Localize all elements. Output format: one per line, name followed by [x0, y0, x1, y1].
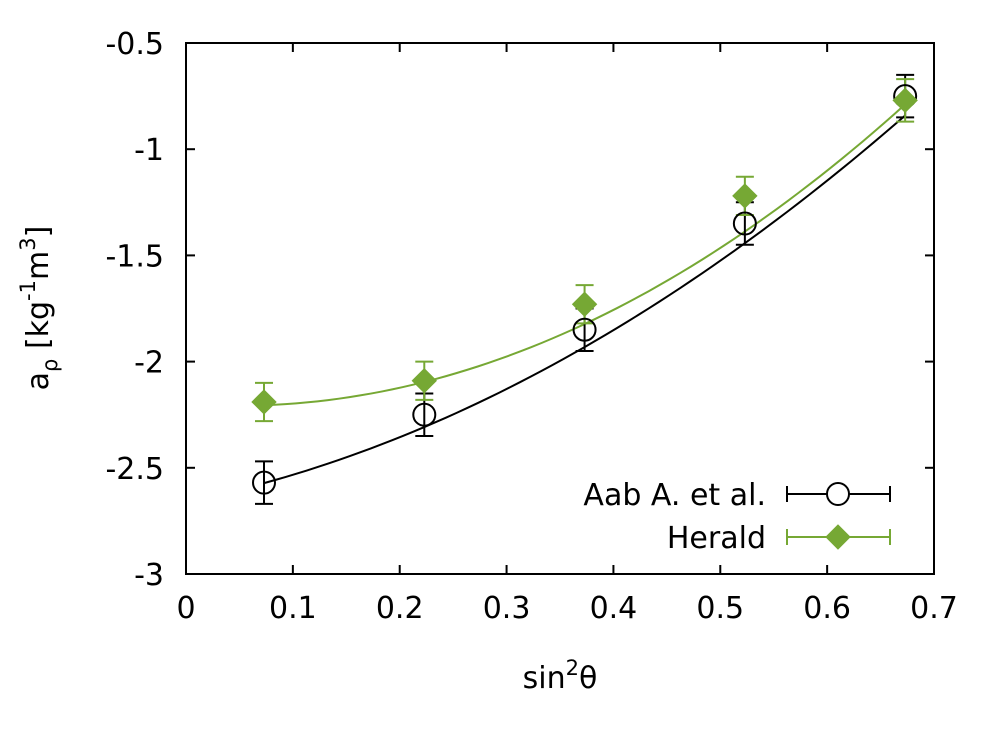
legend-key-herald: [786, 524, 891, 550]
x-tick-label: 0: [176, 591, 195, 626]
x-tick-label: 0.2: [376, 591, 424, 626]
data-point-herald: [571, 291, 598, 317]
data-point-aab-a-et-al: [732, 211, 757, 236]
plot-frame: [185, 42, 935, 575]
axis-ticks: [185, 42, 935, 575]
x-tick-label: 0.1: [269, 591, 317, 626]
y-tick-label: -2: [134, 346, 164, 381]
legend: Aab A. et al. Herald: [583, 478, 891, 556]
y-tick-label: -3: [134, 558, 164, 593]
x-tick-label: 0.4: [590, 591, 638, 626]
x-tick-label: 0.6: [803, 591, 851, 626]
data-point-herald: [732, 183, 758, 209]
x-tick-label: 0.5: [696, 591, 744, 626]
legend-key-aab: [786, 482, 891, 506]
data-point-aab-a-et-al: [572, 317, 597, 342]
tick-labels: 0 0.1 0.2 0.3 0.4 0.5 0.6 0.7 -3 -2.5 -2 -1.5 -1 -0.5: [105, 27, 957, 626]
x-tick-label: 0.7: [910, 591, 958, 626]
data-point-herald: [251, 389, 277, 415]
data-point-aab-a-et-al: [412, 402, 437, 427]
fit-curve-herald: [263, 103, 906, 407]
legend-label-aab: Aab A. et al.: [583, 478, 766, 513]
data-point-aab-a-et-al: [252, 470, 277, 495]
y-tick-label: -1.5: [105, 239, 164, 274]
y-tick-label: -2.5: [105, 452, 164, 487]
y-tick-label: -0.5: [105, 27, 164, 62]
y-tick-label: -1: [134, 133, 164, 168]
error-bars: [255, 73, 915, 505]
data-markers: [251, 84, 918, 495]
data-point-herald: [411, 368, 437, 394]
x-tick-label: 0.3: [483, 591, 531, 626]
legend-label-herald: Herald: [667, 521, 766, 556]
x-axis-label: sin2θ: [523, 656, 598, 696]
error-bar-aab-a-et-al: [255, 460, 274, 505]
y-axis-label: aρ [kg-1m3]: [16, 226, 62, 391]
data-point-herald: [892, 87, 918, 114]
